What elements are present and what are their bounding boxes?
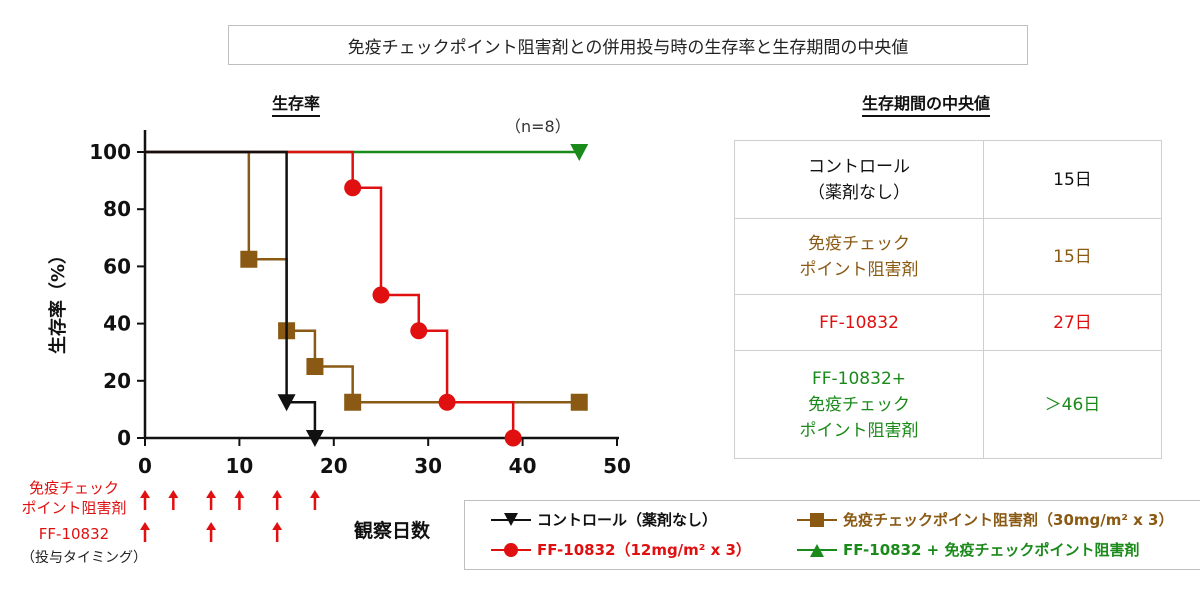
data-point — [570, 144, 589, 161]
y-tick-label: 40 — [103, 312, 131, 336]
legend-item: コントロール（薬剤なし） — [491, 509, 717, 530]
row-label: FF-10832 — [734, 294, 984, 351]
chart-axes: 0 10 20 30 40 50 0 20 40 60 80 100 — [89, 130, 631, 478]
x-tick-label: 10 — [225, 454, 253, 478]
figure-title: 免疫チェックポイント阻害剤との併用投与時の生存率と生存期間の中央値 — [228, 25, 1028, 65]
row-value: 15日 — [983, 218, 1162, 295]
series-line — [145, 150, 580, 404]
survival-section-title: 生存率 — [272, 90, 321, 117]
median-table: コントロール （薬剤なし） 15日 免疫チェック ポイント阻害剤 15日 FF-… — [734, 140, 1162, 459]
timing-checkpoint-label: 免疫チェック ポイント阻害剤 — [21, 479, 127, 517]
circle-icon — [491, 542, 531, 557]
data-point — [344, 393, 362, 411]
x-tick-label: 40 — [509, 454, 537, 478]
dose-arrow-head — [140, 522, 150, 530]
row-value: 15日 — [983, 140, 1162, 219]
y-tick-label: 0 — [117, 426, 131, 450]
dose-arrow-head — [168, 490, 179, 498]
chart-series — [145, 144, 589, 447]
row-value: ＞46日 — [983, 350, 1162, 459]
timing-caption: （投与タイミング） — [21, 550, 147, 566]
legend-item: 免疫チェックポイント阻害剤（30mg/m² x 3） — [797, 509, 1173, 530]
dose-arrow-head — [272, 522, 283, 530]
data-point — [570, 393, 588, 411]
data-point — [240, 250, 258, 268]
median-section-title: 生存期間の中央値 — [862, 90, 991, 117]
y-tick-label: 100 — [89, 140, 131, 164]
n-annotation: （n=8） — [505, 117, 571, 136]
row-label: 免疫チェック ポイント阻害剤 — [734, 218, 984, 295]
legend-item: FF-10832 + 免疫チェックポイント阻害剤 — [797, 539, 1139, 560]
table-row: 免疫チェック ポイント阻害剤 15日 — [734, 218, 1162, 295]
survival-chart: 0 10 20 30 40 50 0 20 40 60 80 100 （n=8） 生存率（%） — [47, 117, 631, 478]
timing-ff-label: FF-10832 — [38, 525, 110, 543]
y-tick-label: 80 — [103, 197, 131, 221]
dose-arrow-head — [309, 490, 320, 498]
dose-arrow-head — [206, 522, 217, 530]
legend-label: FF-10832（12mg/m² x 3） — [537, 541, 751, 559]
triangle-up-icon — [797, 543, 837, 557]
data-point — [504, 429, 522, 447]
row-label: FF-10832+ 免疫チェック ポイント阻害剤 — [734, 350, 984, 459]
y-tick-label: 20 — [103, 369, 131, 393]
chart-legend: コントロール（薬剤なし） 免疫チェックポイント阻害剤（30mg/m² x 3） … — [464, 500, 1200, 570]
legend-label: コントロール（薬剤なし） — [537, 511, 718, 529]
x-tick-label: 50 — [603, 454, 631, 478]
x-axis-label: 観察日数 — [354, 520, 431, 542]
dose-arrow-head — [272, 490, 283, 498]
dose-arrow-head — [140, 490, 150, 498]
data-point — [372, 286, 390, 304]
x-tick-label: 20 — [320, 454, 348, 478]
y-axis-label: 生存率（%） — [47, 246, 69, 354]
y-tick-label: 60 — [103, 254, 131, 278]
triangle-down-icon — [491, 512, 531, 526]
dose-arrow-head — [206, 490, 217, 498]
legend-label: FF-10832 + 免疫チェックポイント阻害剤 — [843, 541, 1140, 559]
data-point — [344, 179, 362, 197]
row-label: コントロール （薬剤なし） — [734, 140, 984, 219]
square-icon — [797, 512, 837, 527]
legend-label: 免疫チェックポイント阻害剤（30mg/m² x 3） — [843, 511, 1174, 529]
data-point — [438, 393, 456, 411]
data-point — [305, 430, 324, 447]
x-tick-label: 0 — [138, 454, 152, 478]
table-row: FF-10832+ 免疫チェック ポイント阻害剤 ＞46日 — [734, 350, 1162, 459]
table-row: FF-10832 27日 — [734, 294, 1162, 351]
data-point — [277, 394, 296, 412]
timing-arrows — [140, 490, 320, 542]
data-point — [306, 358, 324, 375]
series-line — [145, 150, 515, 438]
row-value: 27日 — [983, 294, 1162, 351]
data-point — [410, 322, 428, 340]
legend-item: FF-10832（12mg/m² x 3） — [491, 539, 751, 560]
table-row: コントロール （薬剤なし） 15日 — [734, 140, 1162, 219]
x-tick-label: 30 — [414, 454, 442, 478]
dose-arrow-head — [234, 490, 245, 498]
